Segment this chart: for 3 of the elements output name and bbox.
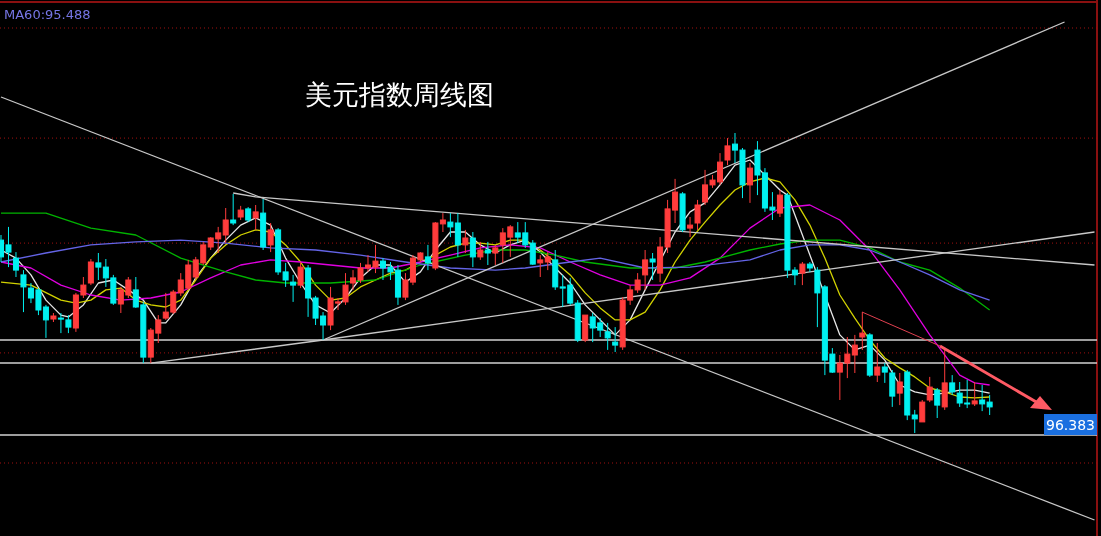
text: MA60:95.488 [4,7,91,22]
annotation: 96.383 [1046,417,1095,433]
chart-title: 美元指数周线图 [305,79,494,110]
